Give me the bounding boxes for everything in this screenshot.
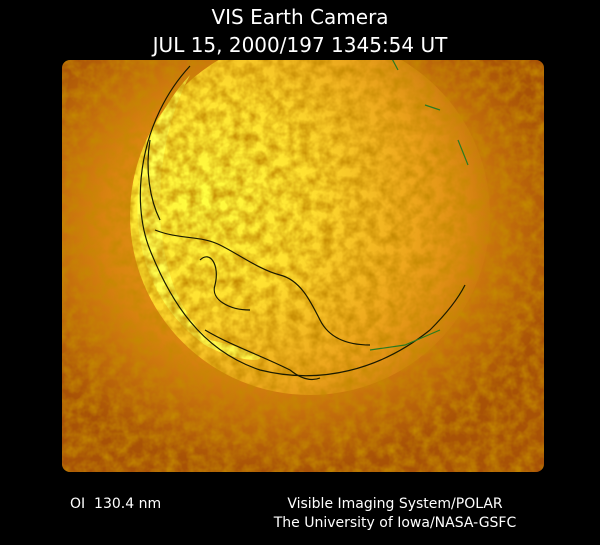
wavelength: OI 130.4 nm (70, 496, 161, 512)
instrument: Visible Imaging System/POLAR (287, 496, 503, 512)
institution: The University of Iowa/NASA-GSFC (273, 515, 517, 531)
image (62, 60, 544, 472)
title: VIS Earth Camera (211, 5, 388, 29)
coastlines (139, 65, 466, 381)
timestamp: JUL 15, 2000/197 1345:54 UT (151, 33, 448, 57)
